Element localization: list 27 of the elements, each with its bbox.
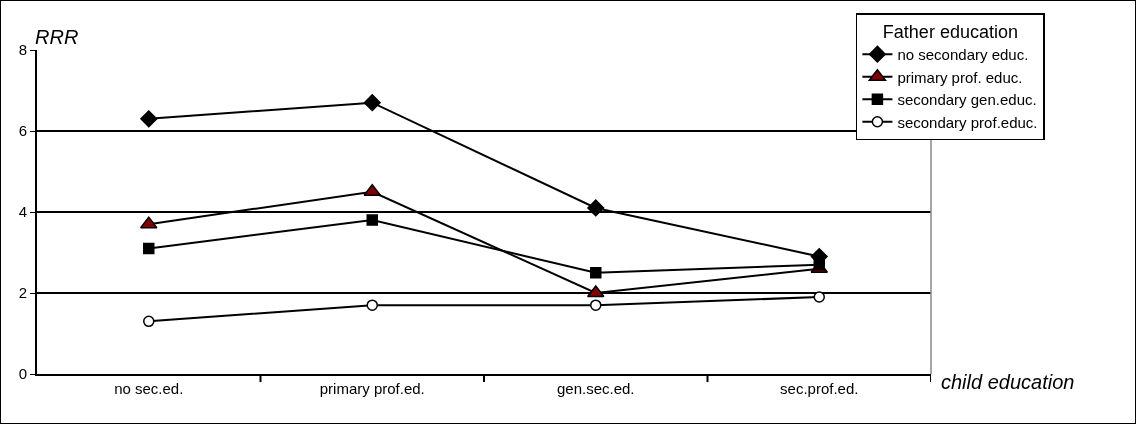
legend-label: secondary gen.educ. (897, 91, 1037, 109)
point (143, 242, 155, 255)
point (363, 94, 381, 112)
point (813, 291, 825, 303)
point (366, 214, 378, 226)
y-tick-label: 6 (18, 122, 27, 140)
legend-title: Father education (882, 21, 1018, 42)
legend-label: no secondary educ. (897, 46, 1029, 64)
point (143, 315, 155, 328)
point (590, 299, 602, 311)
y-tick-label: 0 (18, 365, 27, 383)
x-tick-label: no sec.ed. (114, 380, 184, 397)
y-axis-title: RRR (35, 26, 79, 48)
x-axis-title: child education (941, 371, 1075, 393)
point (590, 267, 602, 279)
y-tick-label: 4 (18, 203, 27, 221)
point (140, 110, 158, 128)
x-tick-label: primary prof.ed. (319, 380, 425, 397)
point (813, 258, 825, 271)
x-tick-label: sec.prof.ed. (780, 380, 859, 397)
legend-label: secondary prof.educ. (897, 113, 1038, 131)
y-tick-label: 2 (18, 284, 27, 302)
point (366, 299, 378, 311)
x-tick-label: gen.sec.ed. (556, 380, 635, 397)
point (587, 199, 605, 217)
y-tick-label: 8 (18, 41, 27, 59)
legend-label: primary prof. educ. (897, 68, 1023, 86)
